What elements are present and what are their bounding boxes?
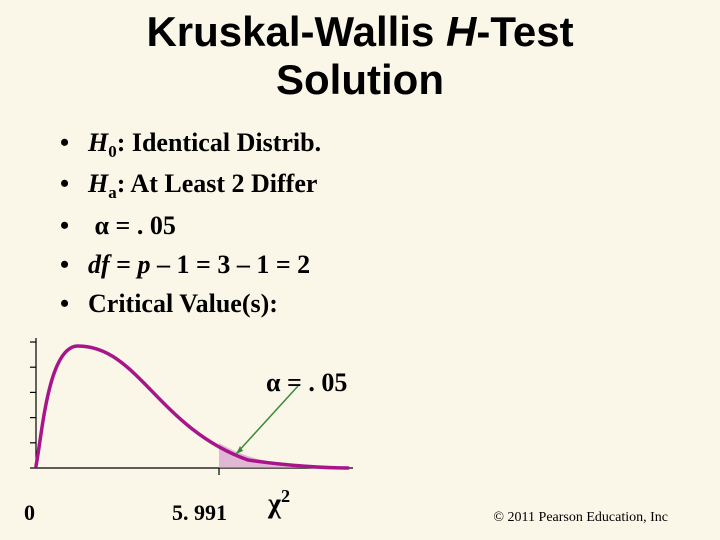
df-sym: df	[88, 250, 110, 279]
chart-svg	[18, 328, 358, 488]
ha-sym: H	[88, 169, 108, 198]
h0-text: : Identical Distrib.	[117, 128, 321, 157]
title-line1-pre: Kruskal-Wallis	[146, 8, 446, 55]
alpha-text: = . 05	[109, 211, 176, 240]
ha-sub: a	[108, 183, 116, 202]
chi-square-label: χ2	[268, 486, 290, 520]
h0-sub: 0	[108, 142, 116, 161]
copyright-content: © 2011 Pearson Education, Inc	[493, 510, 668, 525]
page-title: Kruskal-Wallis H-Test Solution	[0, 0, 720, 105]
bullet-alpha: α = . 05	[60, 206, 720, 245]
ha-text: : At Least 2 Differ	[117, 169, 318, 198]
chi-square-chart: α = . 05 0 5. 991 χ2	[18, 328, 378, 528]
chi-sup: 2	[281, 486, 290, 506]
df-rest: – 1 = 3 – 1 = 2	[151, 250, 311, 279]
title-line2: Solution	[276, 56, 444, 103]
critical-value-text: 5. 991	[172, 500, 227, 525]
alpha-callout-text: = . 05	[281, 368, 348, 397]
bullet-critical: Critical Value(s):	[60, 284, 720, 323]
bullet-list: H0: Identical Distrib. Ha: At Least 2 Di…	[0, 105, 720, 323]
bullet-h0: H0: Identical Distrib.	[60, 123, 720, 165]
title-line1-post: -Test	[476, 8, 573, 55]
alpha-sym: α	[95, 211, 110, 240]
alpha-callout-sym: α	[266, 368, 281, 397]
bullet-df: df = p – 1 = 3 – 1 = 2	[60, 245, 720, 284]
x-origin-label: 0	[24, 500, 35, 526]
chi-sym: χ	[268, 488, 281, 519]
h0-sym: H	[88, 128, 108, 157]
alpha-callout: α = . 05	[266, 368, 347, 398]
title-h-italic: H	[446, 8, 476, 55]
bullet-ha: Ha: At Least 2 Differ	[60, 164, 720, 206]
p-sym: p	[138, 250, 151, 279]
copyright-text: © 2011 Pearson Education, Inc	[493, 510, 668, 526]
x-origin-text: 0	[24, 500, 35, 525]
critical-value-label: 5. 991	[172, 500, 227, 526]
critical-text: Critical Value(s):	[88, 289, 278, 318]
df-eq: =	[110, 250, 138, 279]
